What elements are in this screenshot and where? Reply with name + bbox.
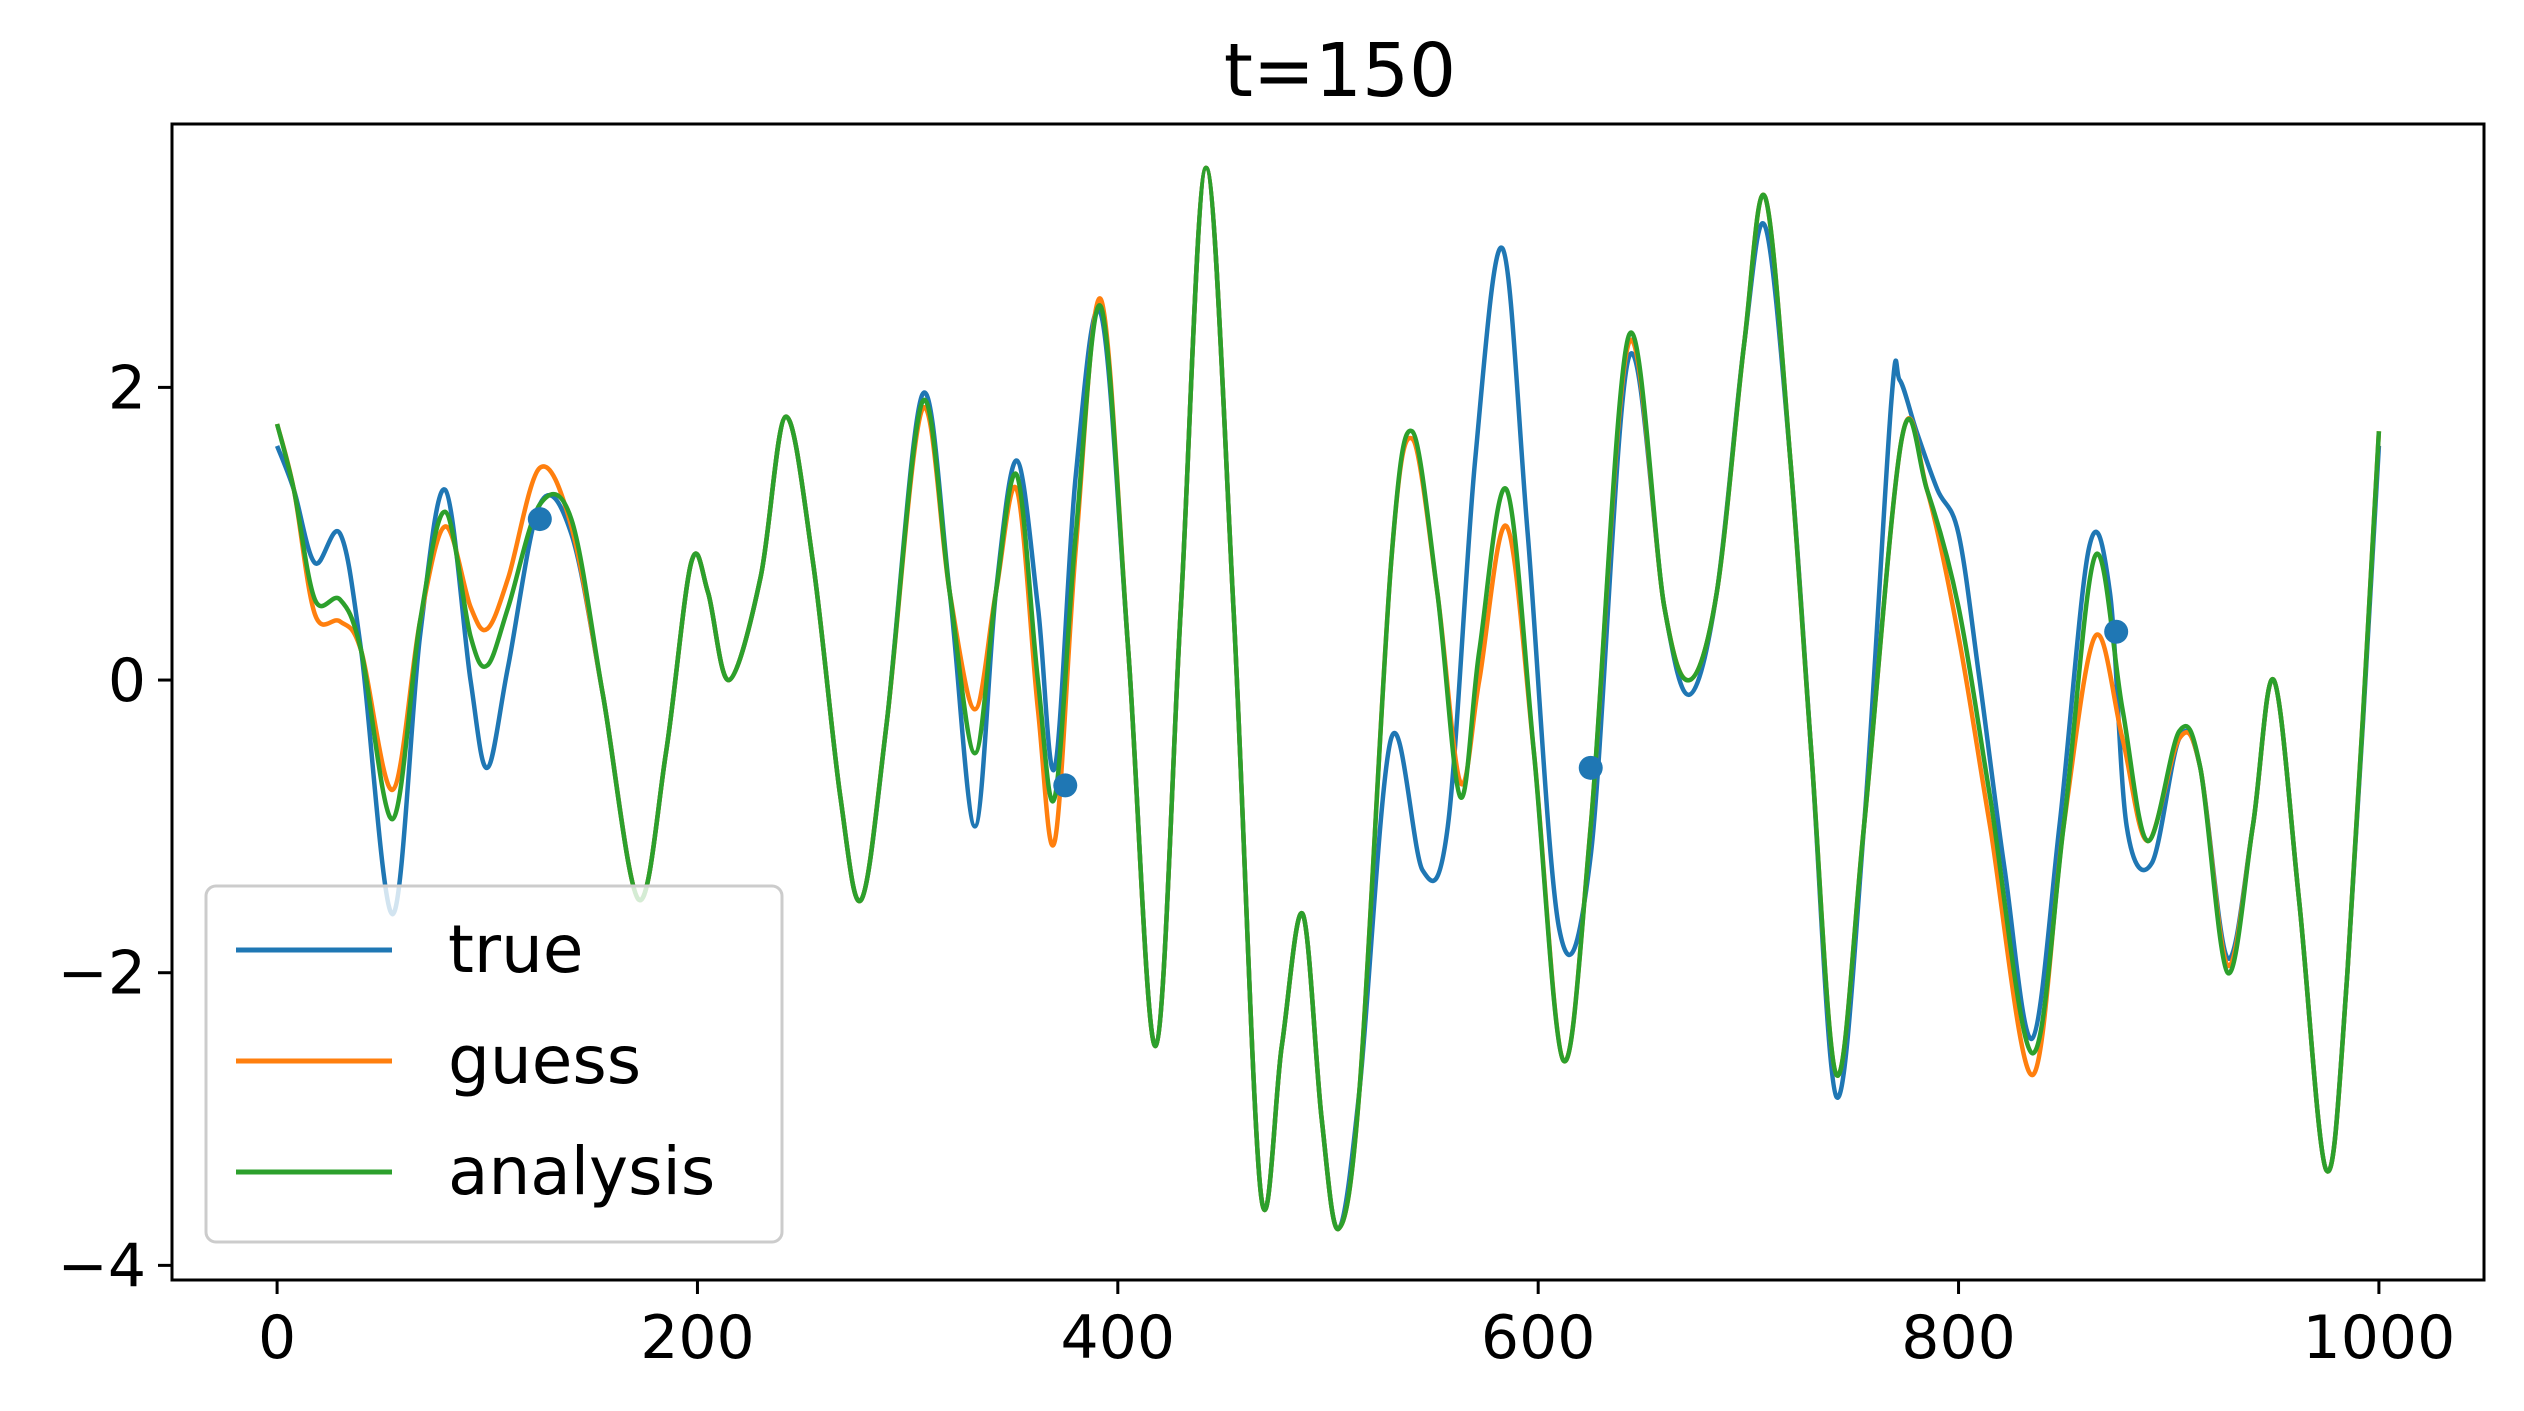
legend-label-guess: guess [448,1022,641,1099]
observation-layer [527,507,2129,798]
legend-item-analysis: analysis [236,1133,715,1210]
plot-frame [170,122,2486,1282]
y-tick-label: 0 [108,646,146,716]
legend-label-true: true [448,911,583,988]
observation-point [1578,755,1603,780]
x-tick-label: 800 [1901,1303,2016,1373]
legend-item-guess: guess [236,1022,641,1099]
x-tick-label: 1000 [2303,1303,2456,1373]
observation-point [527,507,552,532]
legend-box [204,884,784,1244]
y-tick-label: 2 [108,353,146,423]
x-axis: 0 200 400 600 800 1000 [258,1280,2455,1373]
x-tick-label: 0 [258,1303,296,1373]
x-tick-label: 600 [1481,1303,1596,1373]
series-layer [274,165,2382,1232]
legend-item-true: true [236,911,583,988]
y-tick-label: −4 [58,1231,146,1301]
legend: true guess analysis [204,884,784,1244]
y-axis: −4 −2 0 2 [58,353,172,1301]
x-tick-label: 200 [640,1303,755,1373]
series-line-analysis [274,165,2382,1232]
observation-point [2104,619,2129,644]
x-tick-label: 400 [1061,1303,1176,1373]
observation-point [1053,773,1078,798]
y-tick-label: −2 [58,939,146,1009]
chart-title: t=150 [1224,28,1456,114]
legend-label-analysis: analysis [448,1133,715,1210]
